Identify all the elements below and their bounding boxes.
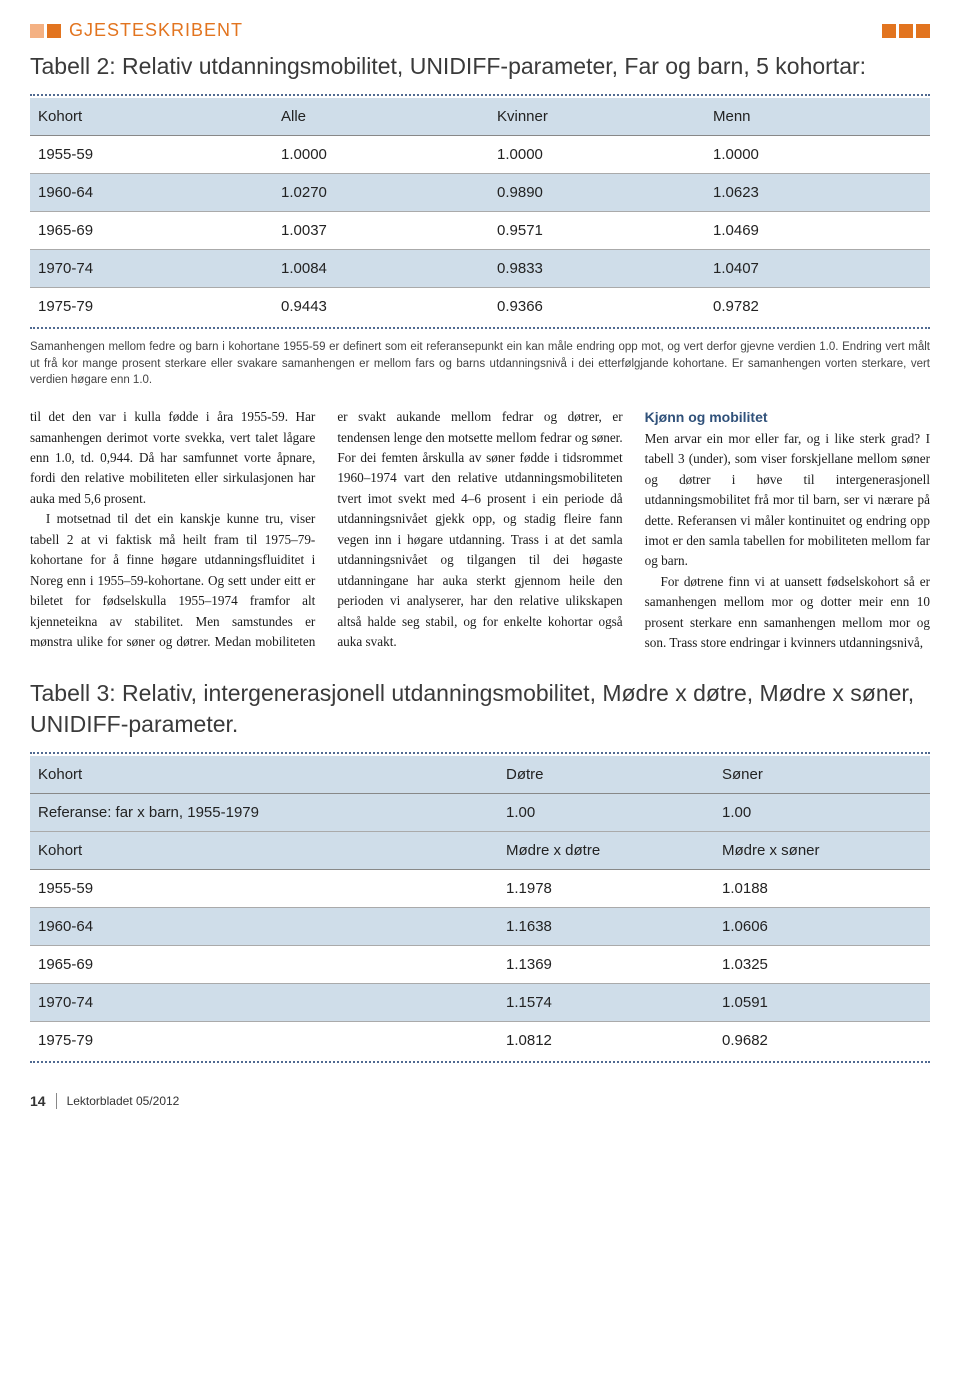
table3-h1-0: Kohort xyxy=(30,756,498,794)
section-label: GJESTESKRIBENT xyxy=(69,20,243,41)
table3-subheader: Kohort Mødre x døtre Mødre x søner xyxy=(30,831,930,869)
table-row: 1965-691.13691.0325 xyxy=(30,945,930,983)
table3: Kohort Døtre Søner Referanse: far x barn… xyxy=(30,756,930,1059)
table2-col-1: Alle xyxy=(273,98,489,136)
table3-h1-1: Døtre xyxy=(498,756,714,794)
page-number: 14 xyxy=(30,1093,46,1109)
footer: 14 Lektorbladet 05/2012 xyxy=(30,1093,930,1109)
table-row: 1955-591.00001.00001.0000 xyxy=(30,136,930,174)
table2-col-2: Kvinner xyxy=(489,98,705,136)
right-squares xyxy=(882,24,930,38)
header-marks: GJESTESKRIBENT xyxy=(30,20,930,41)
table-row: 1960-641.02700.98901.0623 xyxy=(30,174,930,212)
table-row: 1960-641.16381.0606 xyxy=(30,907,930,945)
body-p3: Men arvar ein mor eller far, og i like s… xyxy=(645,429,930,572)
table2-col-3: Menn xyxy=(705,98,930,136)
table-row: 1955-591.19781.0188 xyxy=(30,869,930,907)
body-p4: For døtrene finn vi at uansett fødselsko… xyxy=(645,572,930,654)
table2: Kohort Alle Kvinner Menn 1955-591.00001.… xyxy=(30,98,930,325)
left-squares xyxy=(30,24,61,38)
table3-wrap: Kohort Døtre Søner Referanse: far x barn… xyxy=(30,752,930,1063)
body-subhead: Kjønn og mobilitet xyxy=(645,407,930,429)
table3-title: Tabell 3: Relativ, intergenerasjonell ut… xyxy=(30,678,930,740)
table2-title: Tabell 2: Relativ utdanningsmobilitet, U… xyxy=(30,51,930,82)
table2-caption: Samanhengen mellom fedre og barn i kohor… xyxy=(30,339,930,389)
table-row: 1975-791.08120.9682 xyxy=(30,1021,930,1059)
table2-wrap: Kohort Alle Kvinner Menn 1955-591.00001.… xyxy=(30,94,930,329)
table3-h1-2: Søner xyxy=(714,756,930,794)
table-row: 1975-790.94430.93660.9782 xyxy=(30,288,930,326)
table-row: 1970-741.00840.98331.0407 xyxy=(30,250,930,288)
table-row: 1970-741.15741.0591 xyxy=(30,983,930,1021)
body-p1: til det den var i kulla fødde i åra 1955… xyxy=(30,407,315,509)
table3-ref-row: Referanse: far x barn, 1955-1979 1.00 1.… xyxy=(30,793,930,831)
table2-col-0: Kohort xyxy=(30,98,273,136)
body-columns: til det den var i kulla fødde i åra 1955… xyxy=(30,407,930,654)
table-row: 1965-691.00370.95711.0469 xyxy=(30,212,930,250)
publication-label: Lektorbladet 05/2012 xyxy=(67,1094,180,1108)
